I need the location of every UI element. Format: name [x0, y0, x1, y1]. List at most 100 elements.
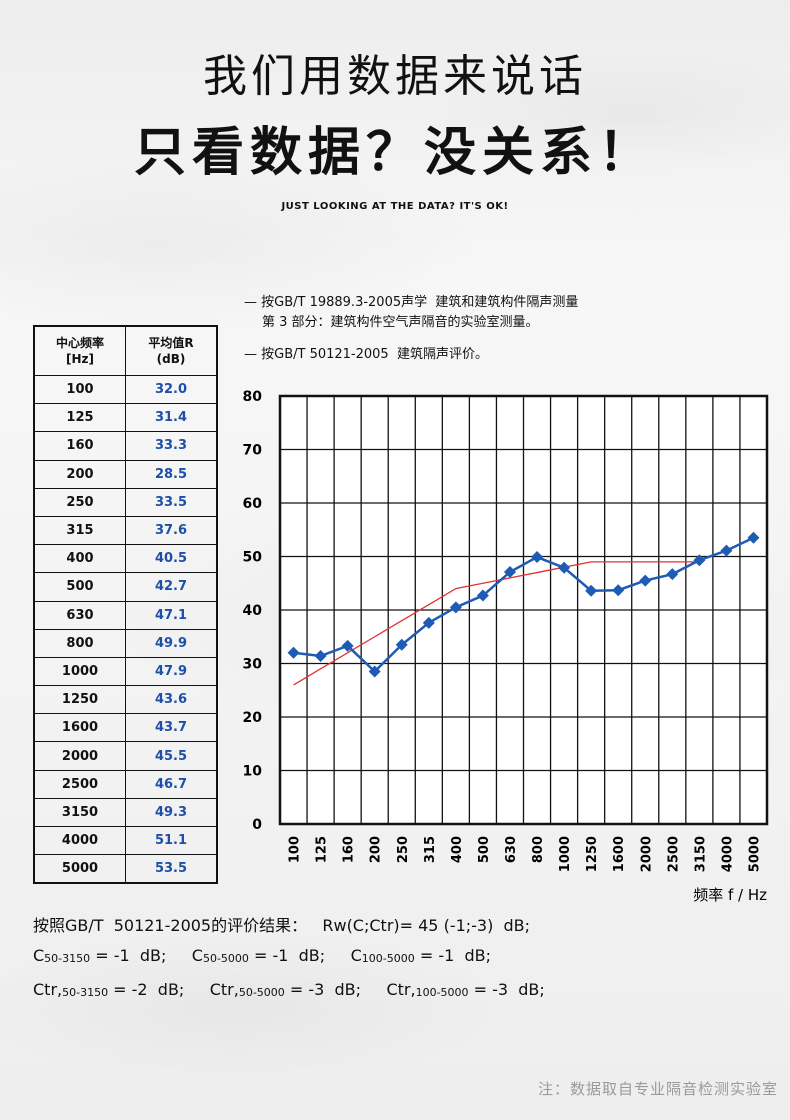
frequency-cell: 630 — [33, 600, 126, 630]
data-point-marker — [693, 554, 706, 567]
data-point-marker — [287, 646, 300, 659]
value-cell: 49.9 — [125, 628, 218, 658]
frequency-cell: 1600 — [33, 713, 126, 743]
y-tick-label: 10 — [243, 764, 263, 780]
data-point-marker — [314, 650, 327, 663]
data-point-marker — [720, 544, 733, 557]
data-point-marker — [558, 561, 571, 574]
measured-series-line — [293, 536, 755, 674]
data-point-marker — [341, 639, 354, 652]
x-tick-label: 250 — [396, 836, 411, 863]
sound-insulation-chart: 0 10 20 30 40 50 60 70 80 100 125 160 200 250 315 400 50… — [243, 389, 769, 902]
frequency-cell: 125 — [33, 403, 126, 433]
plot-border — [278, 394, 769, 826]
data-point-marker — [476, 589, 489, 602]
table-row: 630 47.1 — [33, 600, 218, 630]
x-tick-label: 400 — [450, 836, 465, 863]
y-tick-label: 80 — [243, 389, 263, 405]
frequency-cell: 4000 — [33, 825, 126, 856]
frequency-cell: 500 — [33, 572, 126, 602]
data-point-marker — [585, 584, 598, 597]
table-row: 1600 43.7 — [33, 713, 218, 743]
value-cell: 33.3 — [125, 431, 218, 461]
x-tick-label: 500 — [477, 836, 492, 863]
frequency-cell: 100 — [33, 374, 126, 405]
data-point-marker — [368, 665, 381, 678]
frequency-cell: 160 — [33, 431, 126, 461]
x-tick-label: 200 — [369, 836, 384, 863]
frequency-cell: 1000 — [33, 656, 126, 687]
c-values: C50-3150 = -1 dB; C50-5000 = -1 dB; C100… — [33, 946, 491, 965]
sub-headline: 只看数据？没关系！ — [133, 123, 656, 183]
x-axis-label: 频率 f / Hz — [693, 886, 767, 902]
table-row: 2000 45.5 — [33, 741, 218, 771]
value-cell: 53.5 — [125, 854, 218, 884]
x-tick-label: 800 — [531, 836, 546, 863]
value-cell: 47.1 — [125, 600, 218, 630]
standard-line-1: — 按GB/T 19889.3-2005声学 建筑和建筑构件隔声测量 — [244, 295, 579, 310]
table-row: 250 33.5 — [33, 487, 218, 517]
frequency-table: 中心频率 [Hz] 平均值R (dB) 100 32.0 125 31.4 160 33.… — [33, 325, 218, 885]
table-row: 1250 43.6 — [33, 685, 218, 715]
x-tick-label: 1600 — [612, 836, 627, 872]
value-cell: 42.7 — [125, 572, 218, 602]
frequency-cell: 800 — [33, 628, 126, 658]
frequency-cell: 2500 — [33, 769, 126, 799]
x-tick-label: 315 — [423, 836, 438, 863]
ctr-values: Ctr,50-3150 = -2 dB; Ctr,50-5000 = -3 dB… — [33, 980, 545, 999]
table-row: 400 40.5 — [33, 544, 218, 574]
value-cell: 51.1 — [125, 825, 218, 856]
y-tick-label: 70 — [243, 443, 263, 459]
standard-line-2: 第 3 部分：建筑构件空气声隔音的实验室测量。 — [262, 315, 539, 330]
x-tick-label: 3150 — [693, 836, 708, 872]
data-point-marker — [612, 584, 625, 597]
data-point-marker — [639, 574, 652, 587]
value-cell: 45.5 — [125, 741, 218, 771]
data-point-marker — [503, 566, 516, 579]
evaluation-result: 按照GB/T 50121-2005的评价结果： Rw(C;Ctr)= 45 (-… — [33, 916, 531, 935]
value-cell: 37.6 — [125, 515, 218, 546]
header-average: 平均值R (dB) — [125, 325, 218, 376]
table-row: 4000 51.1 — [33, 825, 218, 856]
table-row: 3150 49.3 — [33, 797, 218, 828]
frequency-cell: 315 — [33, 515, 126, 546]
value-cell: 32.0 — [125, 374, 218, 405]
header-frequency: 中心频率 [Hz] — [33, 325, 126, 376]
frequency-cell: 250 — [33, 487, 126, 517]
x-tick-label: 100 — [288, 836, 303, 863]
value-cell: 33.5 — [125, 487, 218, 517]
table-row: 5000 53.5 — [33, 854, 218, 884]
table-row: 200 28.5 — [33, 459, 218, 489]
value-cell: 43.7 — [125, 713, 218, 743]
y-tick-label: 60 — [243, 496, 263, 512]
y-tick-label: 20 — [243, 710, 263, 726]
table-row: 100 32.0 — [33, 374, 218, 405]
table-row: 125 31.4 — [33, 403, 218, 433]
table-row: 2500 46.7 — [33, 769, 218, 799]
headline: 我们用数据来说话 — [203, 51, 587, 102]
footnote: 注：数据取自专业隔音检测实验室 — [537, 1080, 778, 1098]
y-tick-label: 30 — [243, 657, 263, 673]
x-tick-label: 4000 — [720, 836, 735, 872]
data-point-marker — [666, 568, 679, 581]
x-tick-label: 125 — [315, 836, 330, 863]
standard-line-3: — 按GB/T 50121-2005 建筑隔声评价。 — [244, 347, 488, 362]
data-point-marker — [449, 601, 462, 614]
x-tick-label: 160 — [342, 836, 357, 863]
frequency-cell: 2000 — [33, 741, 126, 771]
table-row: 500 42.7 — [33, 572, 218, 602]
data-point-marker — [395, 638, 408, 651]
data-point-marker — [531, 551, 544, 564]
table-row: 1000 47.9 — [33, 656, 218, 687]
value-cell: 46.7 — [125, 769, 218, 799]
english-subtitle: JUST LOOKING AT THE DATA? IT'S OK! — [281, 201, 509, 212]
value-cell: 31.4 — [125, 403, 218, 433]
table-row: 160 33.3 — [33, 431, 218, 461]
reference-curve-line — [293, 561, 700, 686]
value-cell: 49.3 — [125, 797, 218, 828]
y-tick-label: 40 — [243, 603, 263, 619]
x-tick-label: 1000 — [558, 836, 573, 872]
value-cell: 43.6 — [125, 685, 218, 715]
data-point-marker — [422, 616, 435, 629]
frequency-cell: 5000 — [33, 854, 126, 884]
